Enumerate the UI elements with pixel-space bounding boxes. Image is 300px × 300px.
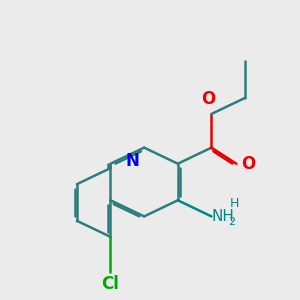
Text: NH: NH: [212, 209, 234, 224]
Text: N: N: [125, 152, 139, 170]
Text: Cl: Cl: [102, 275, 119, 293]
Text: O: O: [241, 155, 255, 173]
Text: O: O: [201, 90, 216, 108]
Text: H: H: [230, 197, 239, 210]
Text: 2: 2: [228, 217, 236, 227]
